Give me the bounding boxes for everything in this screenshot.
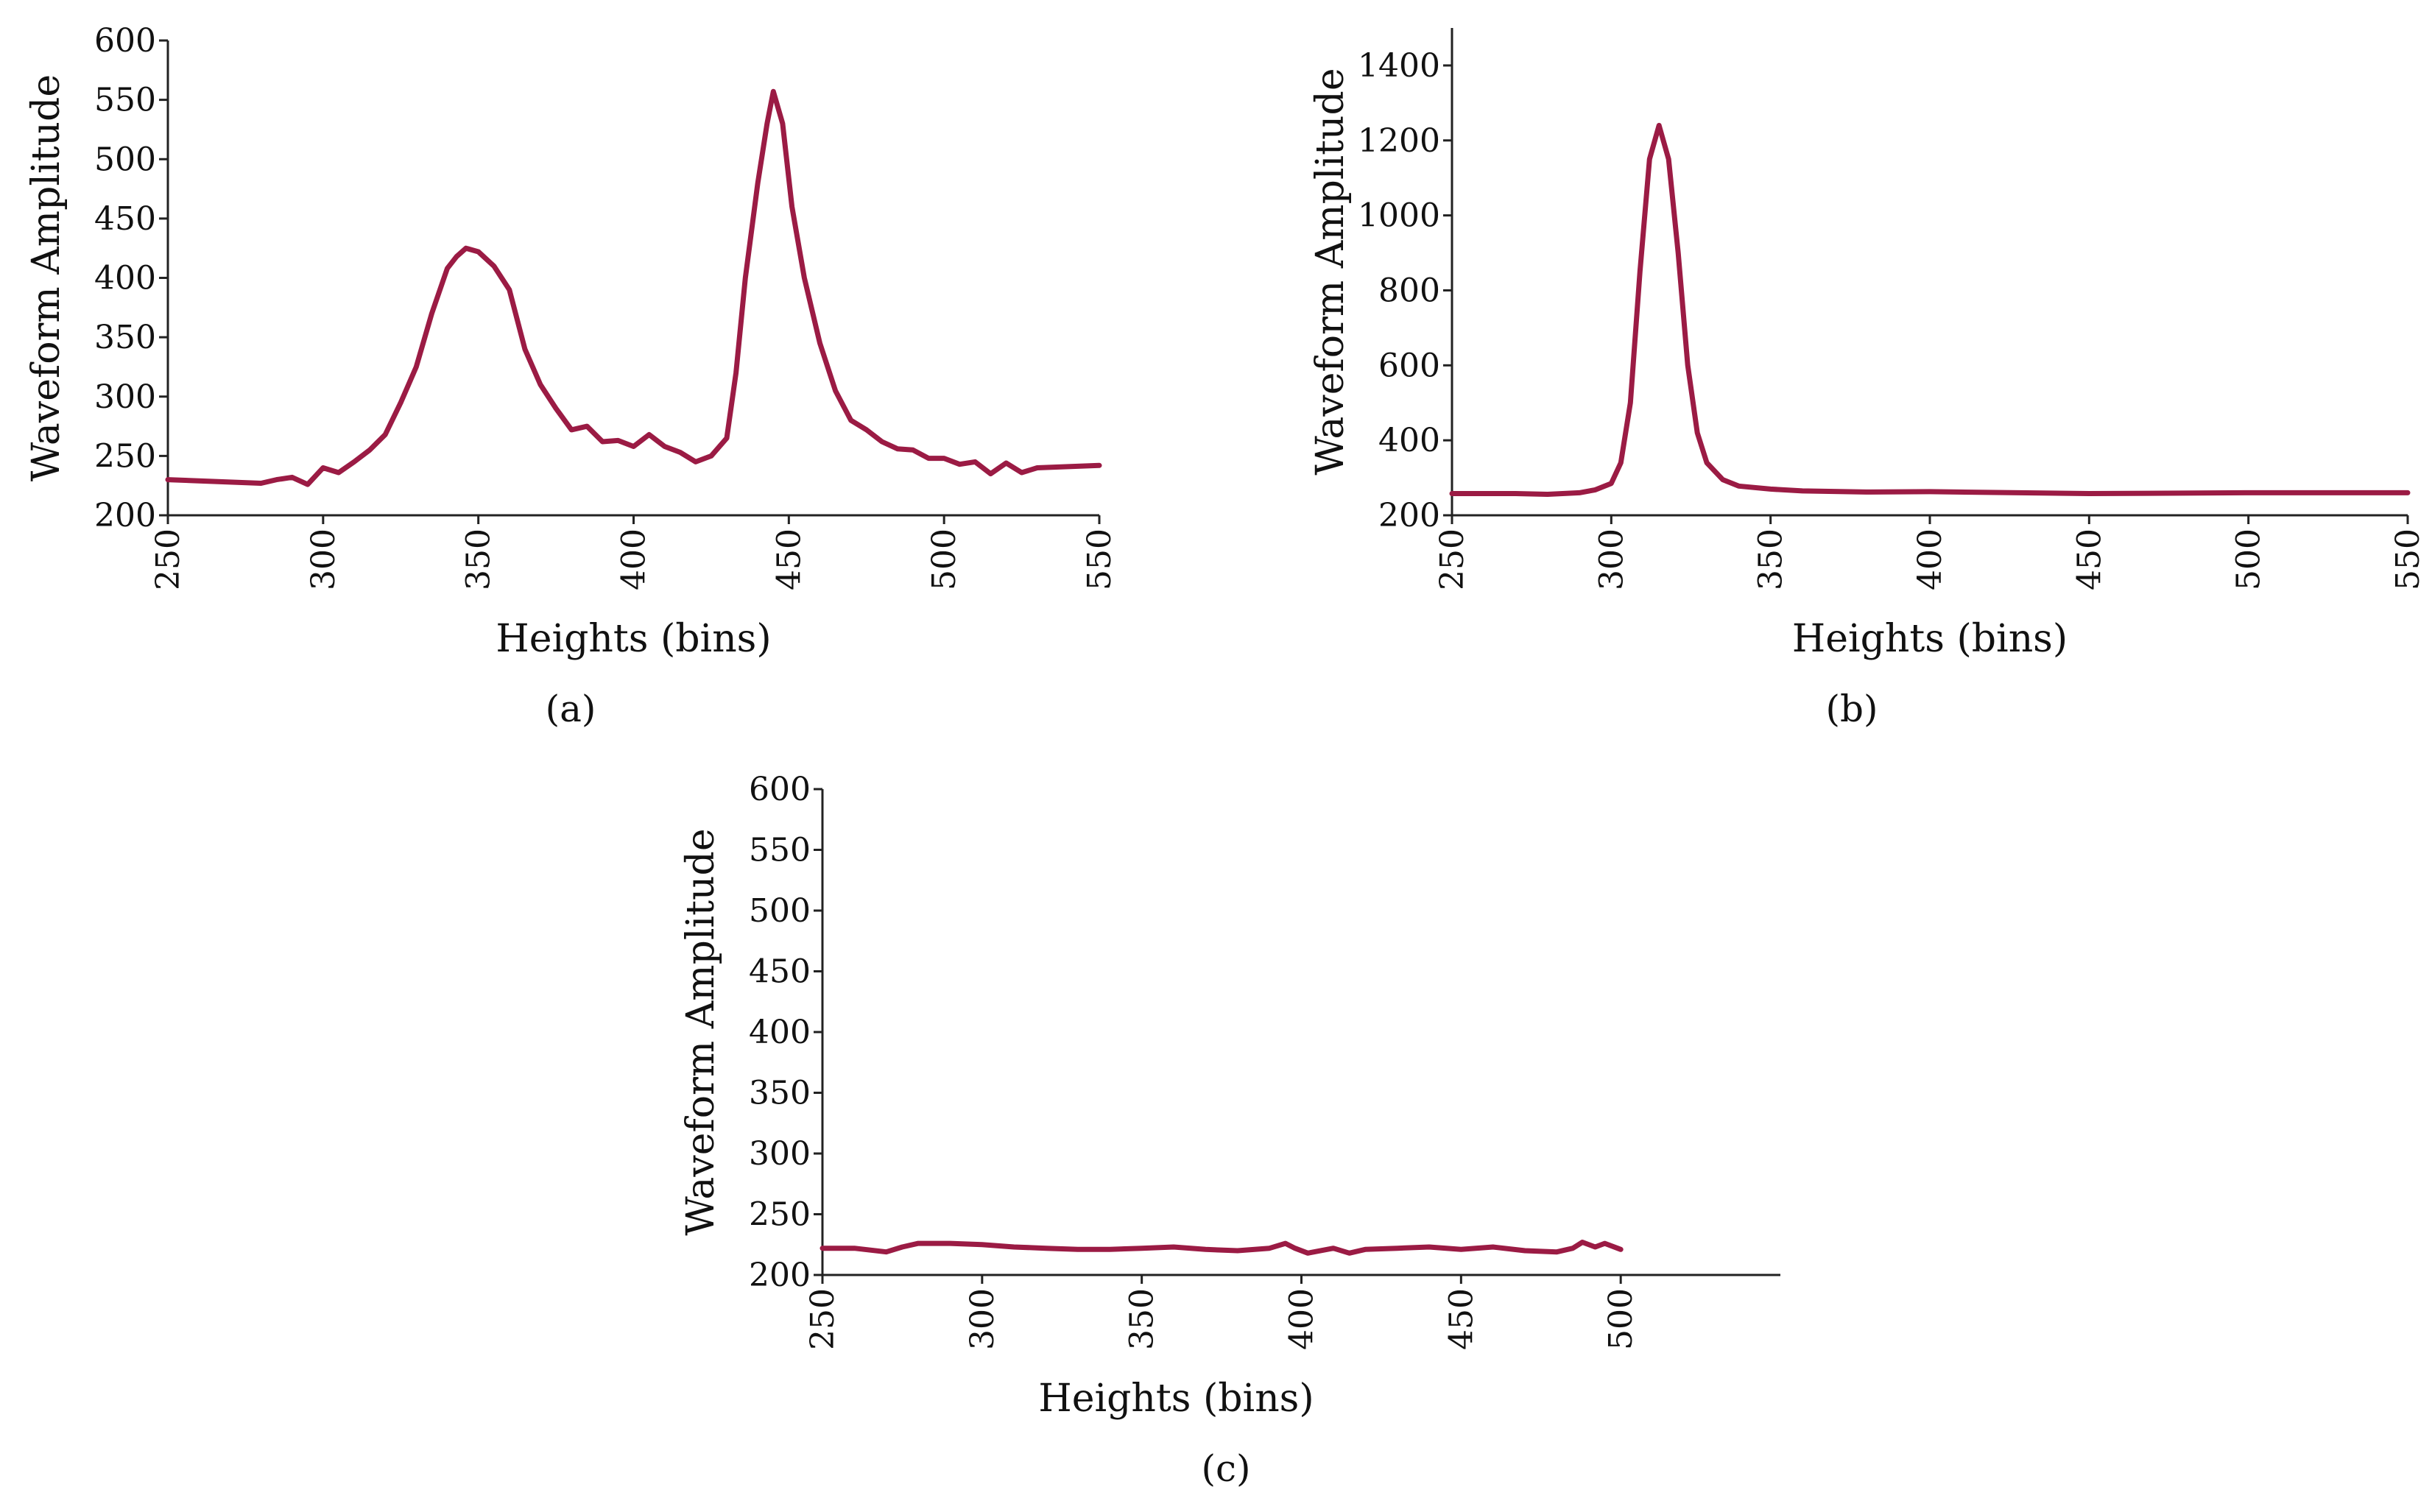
y-tick-label: 600 [94,22,156,60]
y-tick-label: 200 [1378,497,1440,534]
series-line [1449,122,2411,497]
x-tick-label: 400 [1283,1288,1321,1350]
series-line [820,1240,1624,1256]
x-tick-label: 450 [2070,529,2108,590]
y-tick-label: 300 [749,1135,811,1173]
y-tick-label: 200 [94,497,156,534]
y-axis-title: Waveform Amplitude [679,828,723,1235]
x-tick-label: 300 [305,529,342,590]
panel-caption: (c) [1201,1447,1250,1490]
x-tick-label: 350 [1752,529,1790,590]
x-tick-label: 350 [1124,1288,1161,1350]
y-tick-label: 1000 [1358,197,1440,235]
y-tick-label: 300 [94,378,156,416]
x-tick-label: 450 [1442,1288,1480,1350]
x-tick-label: 550 [2389,529,2427,590]
y-tick-label: 350 [94,319,156,356]
y-tick-label: 400 [1378,422,1440,459]
x-tick-label: 250 [1434,529,1471,590]
y-tick-label: 450 [94,200,156,238]
x-tick-label: 400 [616,529,653,590]
y-tick-label: 200 [749,1257,811,1294]
x-tick-label: 450 [770,529,808,590]
x-tick-label: 250 [149,529,187,590]
y-tick-label: 550 [749,832,811,869]
panel-caption: (b) [1825,688,1878,730]
y-tick-label: 550 [94,82,156,119]
x-tick-label: 250 [804,1288,842,1350]
y-tick-label: 400 [749,1014,811,1051]
panel-caption: (a) [546,688,596,730]
y-tick-label: 250 [94,437,156,475]
y-tick-label: 350 [749,1075,811,1112]
x-axis-title: Heights (bins) [1792,617,2068,661]
x-tick-label: 300 [1593,529,1630,590]
y-tick-label: 250 [749,1196,811,1234]
x-tick-label: 350 [460,529,498,590]
y-tick-label: 500 [749,892,811,930]
x-tick-label: 300 [964,1288,1001,1350]
y-axis-title: Waveform Amplitude [24,74,68,481]
y-tick-label: 400 [94,260,156,297]
x-axis-title: Heights (bins) [1038,1377,1314,1421]
y-tick-label: 800 [1378,272,1440,309]
x-axis-title: Heights (bins) [496,617,771,661]
y-tick-label: 600 [1378,347,1440,384]
series-line [165,88,1102,487]
x-tick-label: 500 [1602,1288,1640,1350]
y-tick-label: 500 [94,141,156,178]
x-tick-label: 500 [926,529,963,590]
y-tick-label: 1200 [1358,122,1440,160]
y-axis-title: Waveform Amplitude [1308,68,1353,475]
y-tick-label: 450 [749,953,811,991]
y-tick-label: 600 [749,771,811,808]
x-tick-label: 550 [1081,529,1118,590]
y-tick-label: 1400 [1358,47,1440,85]
chart-panel-b: 200 400 600 800 1000 1200 1400 250 300 350 400 450 5… [1308,28,2427,730]
x-tick-label: 500 [2230,529,2268,590]
x-tick-label: 400 [1911,529,1949,590]
